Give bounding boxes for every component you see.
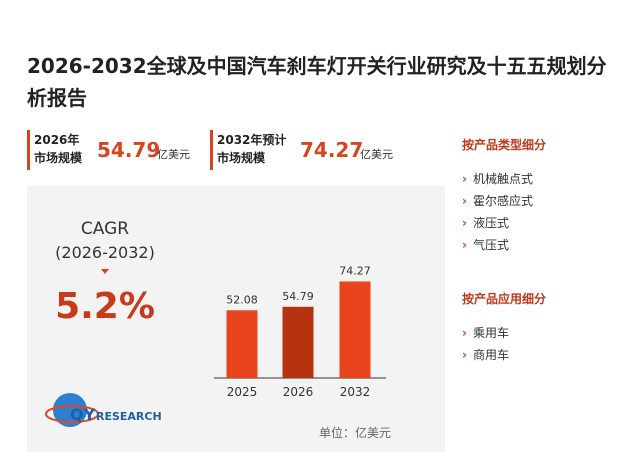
bullet: › (462, 216, 467, 230)
bar (282, 306, 314, 378)
x-tick-label: 2026 (283, 385, 314, 399)
stat-label: 2026年 (34, 133, 80, 147)
item-text: 机械触点式 (472, 172, 533, 186)
side-item: › 机械触点式 (462, 170, 533, 187)
bullet: › (462, 326, 467, 340)
value-label: 74.27 (339, 264, 371, 277)
item-text: 商用车 (472, 348, 509, 362)
bar (339, 281, 371, 378)
side-item: › 液压式 (462, 214, 509, 231)
cagr-label: CAGR (81, 219, 129, 239)
bullet: › (462, 194, 467, 208)
stat-accent (27, 130, 30, 170)
stat-label: 市场规模 (217, 151, 266, 165)
x-tick-label: 2025 (227, 385, 258, 399)
cagr-arrow (101, 269, 109, 274)
logo-ring (45, 405, 99, 423)
bar (226, 310, 258, 378)
side-title: 按产品类型细分 (462, 138, 547, 152)
logo-mark: QY (70, 405, 96, 424)
logo-text: RESEARCH (96, 410, 162, 423)
side-item: › 气压式 (462, 236, 509, 253)
logo-globe (53, 393, 87, 427)
side-title: 按产品应用细分 (462, 292, 547, 306)
bullet: › (462, 172, 467, 186)
stat-unit: 亿美元 (157, 148, 190, 161)
bullet: › (462, 348, 467, 362)
item-text: 霍尔感应式 (472, 194, 533, 208)
cagr-period: (2026-2032) (55, 243, 155, 262)
stat-label: 市场规模 (34, 151, 83, 165)
item-text: 乘用车 (472, 326, 509, 340)
unit-label: 单位：亿美元 (319, 425, 391, 440)
title: 2026-2032全球及中国汽车刹车灯开关行业研究及十五五规划分析报告 (27, 54, 607, 110)
stat-accent (210, 130, 213, 170)
bullet: › (462, 238, 467, 252)
value-label: 52.08 (226, 293, 258, 306)
stat-value: 54.79 (97, 138, 161, 162)
value-label: 54.79 (282, 290, 314, 303)
side-item: › 商用车 (462, 346, 509, 363)
stat-unit: 亿美元 (360, 148, 393, 161)
item-text: 气压式 (472, 238, 509, 252)
cagr-value: 5.2% (55, 286, 155, 327)
x-tick-label: 2032 (340, 385, 371, 399)
side-item: › 乘用车 (462, 324, 509, 341)
item-text: 液压式 (472, 216, 509, 230)
side-item: › 霍尔感应式 (462, 192, 533, 209)
stat-label: 2032年预计 (217, 133, 287, 147)
stat-value: 74.27 (300, 138, 364, 162)
